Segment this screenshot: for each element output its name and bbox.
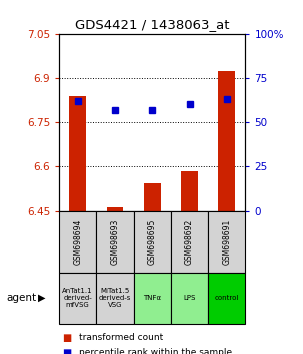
Text: LPS: LPS (183, 295, 196, 301)
Text: GSM698691: GSM698691 (222, 218, 231, 265)
Text: GSM698694: GSM698694 (73, 218, 82, 265)
Title: GDS4421 / 1438063_at: GDS4421 / 1438063_at (75, 18, 229, 31)
Bar (218, 70, 235, 211)
Text: control: control (215, 295, 239, 301)
Text: transformed count: transformed count (79, 333, 163, 342)
Bar (144, 183, 161, 211)
Text: ■: ■ (62, 333, 72, 343)
Text: GSM698693: GSM698693 (111, 218, 119, 265)
Text: ▶: ▶ (38, 293, 45, 303)
Bar (181, 171, 198, 211)
Text: MiTat1.5
derived-s
VSG: MiTat1.5 derived-s VSG (99, 288, 131, 308)
Text: agent: agent (6, 293, 36, 303)
Text: TNFα: TNFα (143, 295, 161, 301)
Text: AnTat1.1
derived-
mfVSG: AnTat1.1 derived- mfVSG (62, 288, 93, 308)
Text: GSM698692: GSM698692 (185, 218, 194, 265)
Text: GSM698695: GSM698695 (148, 218, 157, 265)
Text: percentile rank within the sample: percentile rank within the sample (79, 348, 232, 354)
Bar (69, 96, 86, 211)
Bar (107, 206, 123, 211)
Text: ■: ■ (62, 348, 72, 354)
